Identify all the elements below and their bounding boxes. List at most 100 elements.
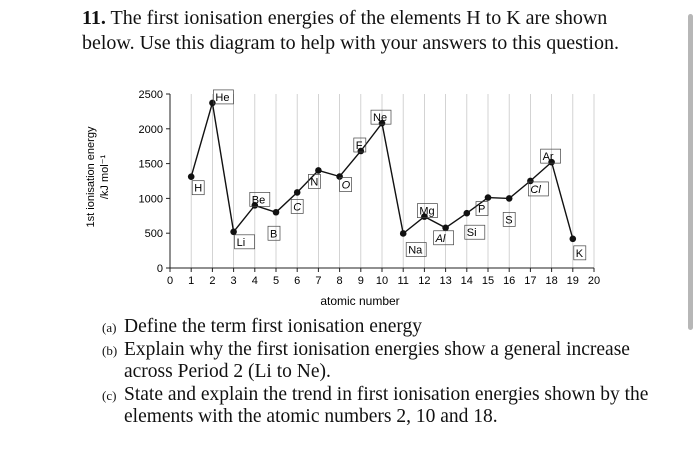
data-label-box-ar [540,148,561,164]
data-point-ar [548,158,555,166]
data-point-o [336,173,343,180]
x-tick-label: 18 [545,275,557,287]
part-b-text: Explain why the first ionisation energie… [124,338,630,383]
question-number: 11. [82,7,106,29]
part-c-text: State and explain the trend in first ion… [124,383,649,428]
data-label-box-o [339,177,352,192]
x-tick-label: 9 [358,275,364,287]
y-tick-label: 2000 [139,124,163,136]
data-label-p: P [478,204,485,216]
data-point-p [484,194,492,201]
data-label-k: K [576,248,584,260]
x-axis-label: atomic number [320,294,399,308]
data-label-box-b [267,225,281,241]
data-point-si [463,209,471,217]
x-tick-label: 14 [461,275,473,287]
x-tick-label: 17 [524,275,536,287]
data-label-box-mg [417,203,438,218]
data-point-ne [378,119,386,127]
x-tick-label: 8 [337,275,343,287]
question-body: The first ionisation energies of the ele… [82,7,619,54]
data-label-ne: Ne [373,112,387,124]
data-label-box-h [191,180,205,196]
data-label-s: S [505,214,512,226]
data-label-si: Si [467,227,477,239]
data-label-box-be [249,192,271,207]
data-label-f: F [356,140,363,152]
x-ticks: 0 1 2 3 4 5 6 7 8 9 10 11 12 13 14 15 16 17 18 19 20 [167,268,600,287]
x-tick-label: 15 [482,275,494,287]
data-label-b: B [270,228,277,240]
y-tick-label: 1000 [139,193,163,205]
x-tick-label: 6 [294,275,300,287]
x-tick-label: 1 [188,275,194,287]
part-a: (a) Define the term first ionisation ene… [102,316,664,339]
data-label-be: Be [252,194,265,206]
part-b-label: (b) [102,342,118,358]
data-point-f [357,147,365,155]
data-label-box-p [475,201,489,216]
data-label-box-c [290,199,304,214]
data-point-n [315,167,322,174]
data-point-he [209,99,216,107]
part-a-text: Define the term first ionisation energy [124,316,423,337]
data-label-n: N [310,176,318,188]
data-label-al: Al [435,233,446,245]
y-tick-label: 0 [157,263,163,275]
data-label-na: Na [408,244,423,256]
y-tick-label: 2500 [139,89,163,101]
data-label-he: He [215,92,229,104]
x-tick-label: 13 [439,275,451,287]
data-label-box-cl [528,181,549,197]
x-tick-label: 2 [209,275,215,287]
data-point-mg [421,213,428,220]
part-c: (c) State and explain the trend in first… [102,383,664,429]
y-ticks: 0 500 1000 1500 2000 2500 [139,89,170,275]
data-label-box-f [353,137,367,153]
x-tick-label: 12 [418,275,430,287]
x-tick-label: 4 [252,275,258,287]
data-label-box-s [502,212,516,227]
data-label-box-al [433,230,454,246]
y-tick-label: 1500 [139,159,163,171]
question-parts: (a) Define the term first ionisation ene… [102,316,664,429]
part-b: (b) Explain why the first ionisation ene… [102,338,664,384]
data-point-cl [527,177,534,185]
data-label-mg: Mg [419,206,434,218]
data-label-box-k [573,245,587,261]
data-label-box-n [308,174,321,189]
data-point-li [230,228,237,236]
part-a-label: (a) [102,320,117,335]
x-tick-label: 11 [397,275,408,287]
data-label-o: O [342,180,351,192]
data-point-al [442,224,449,232]
data-label-box-si [464,224,486,240]
part-c-label: (c) [102,387,117,403]
data-label-box-na [405,242,427,257]
data-label-box-he [213,89,234,105]
data-label-li: Li [237,237,246,249]
data-label-ar: Ar [543,151,554,163]
data-label-box-ne [370,109,392,125]
x-tick-label: 5 [273,275,279,287]
data-label-h: H [194,183,202,195]
data-label-c: C [293,201,301,213]
data-point-b [272,208,280,216]
x-tick-label: 19 [567,275,579,287]
y-tick-label: 500 [145,228,163,240]
data-point-be [251,202,259,209]
data-point-s [505,195,513,202]
data-label-cl: Cl [530,184,541,196]
x-tick-label: 10 [376,275,388,287]
x-tick-label: 7 [315,275,321,287]
y-axis-label-line2: /kJ mol⁻¹ [99,155,111,200]
x-tick-label: 16 [503,275,515,287]
scrollbar[interactable] [688,14,693,330]
y-axis-label-line1: 1st ionisation energy [85,126,97,227]
x-tick-label: 20 [588,275,600,287]
series: H He Li Be B C N O F Ne Na Mg Al SiP S Cl Ar K [187,89,587,261]
data-point-k [569,235,577,243]
data-point-h [187,173,195,180]
data-point-na [399,230,407,237]
